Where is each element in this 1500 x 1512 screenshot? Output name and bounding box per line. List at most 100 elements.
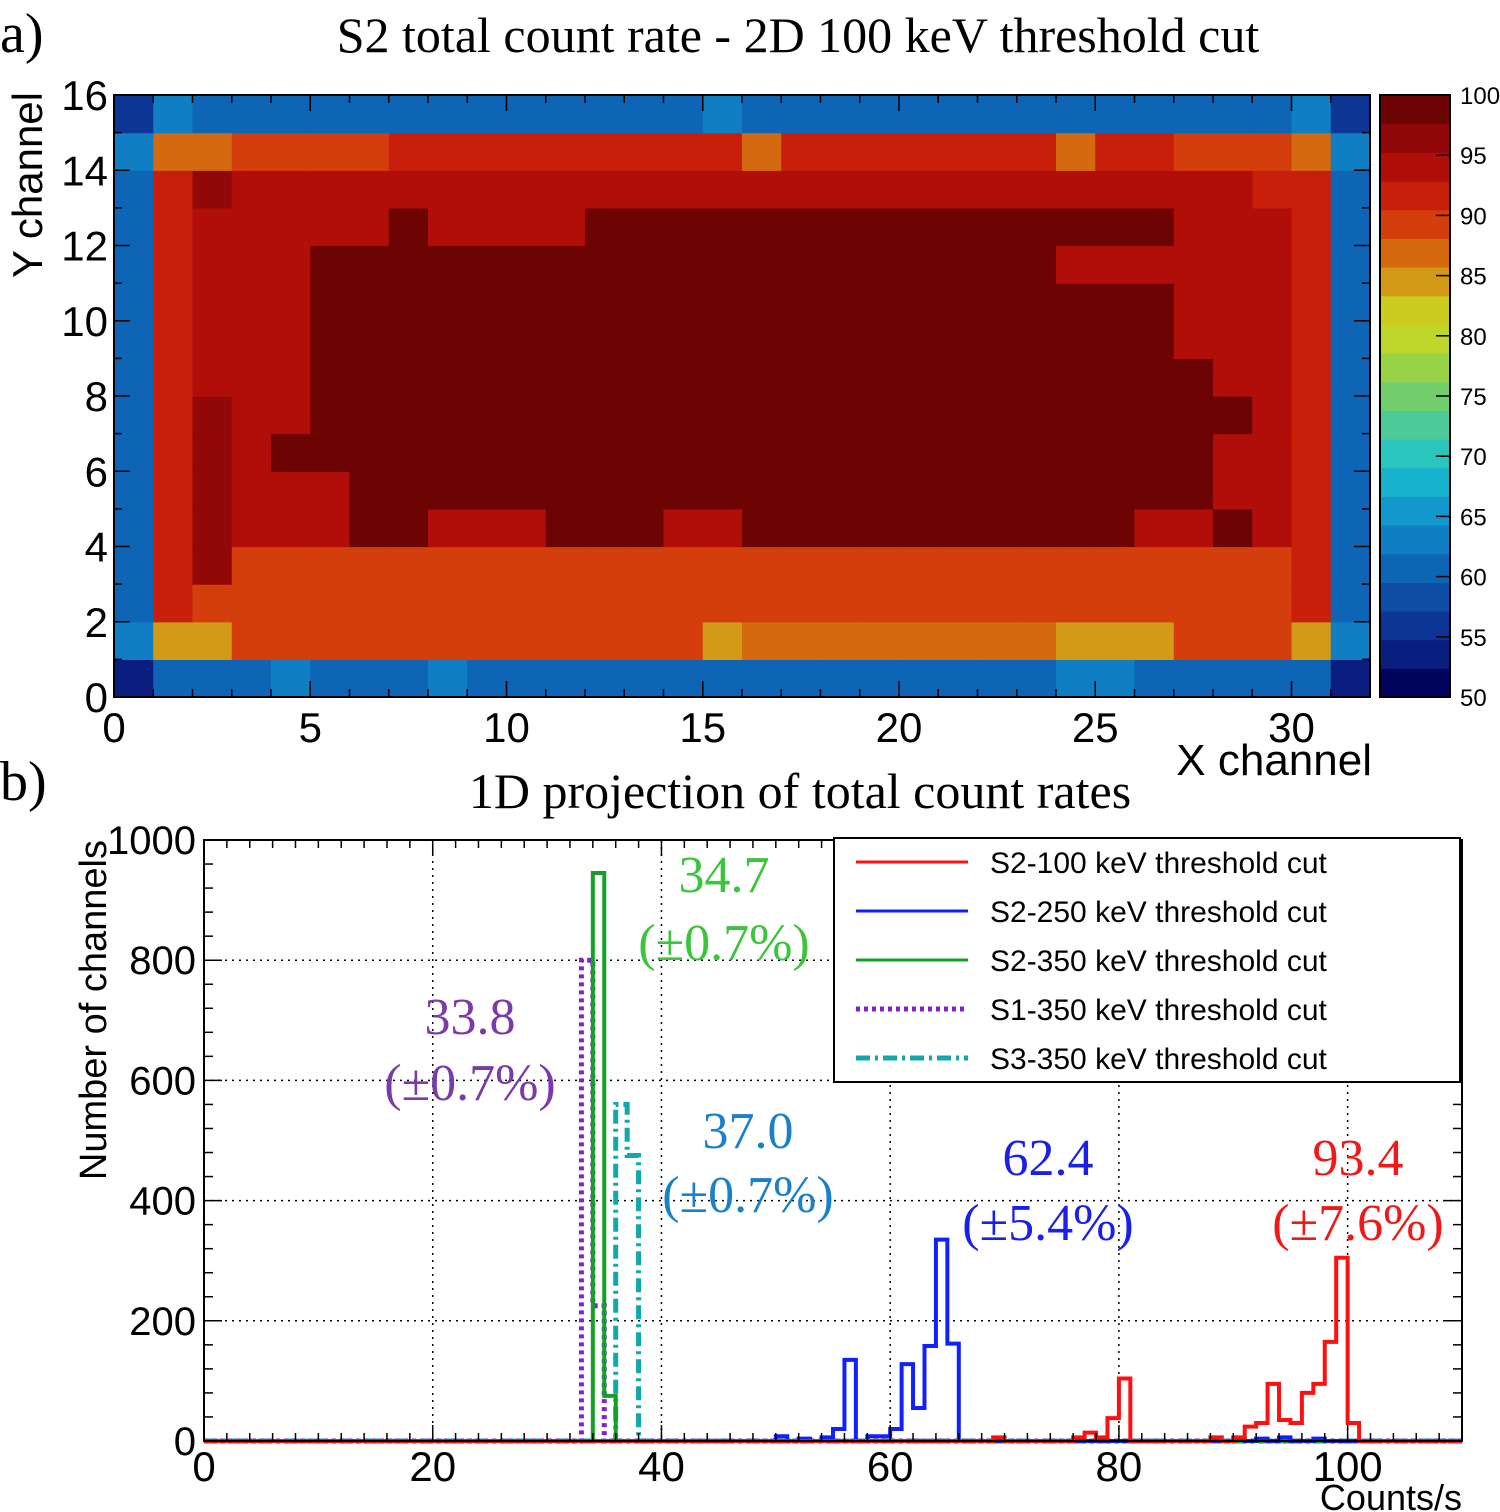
- heatmap-cell: [977, 283, 1018, 322]
- heatmap-cell: [1095, 207, 1136, 247]
- heatmap-cell: [1095, 396, 1136, 435]
- heatmap-cell: [271, 245, 311, 284]
- heatmap-cell: [388, 584, 429, 623]
- heatmap-cell: [506, 358, 547, 397]
- heatmap-cell: [1095, 358, 1136, 397]
- heatmap-cell: [1252, 621, 1293, 660]
- heatmap-cell: [1173, 245, 1214, 284]
- colorbar-segment: [1380, 353, 1450, 383]
- heatmap-cell: [663, 132, 704, 171]
- heatmap-cell: [506, 207, 547, 247]
- annotation-error: (±0.7%): [662, 1167, 834, 1224]
- heatmap-cell: [781, 546, 822, 585]
- heatmap-cell: [820, 396, 861, 435]
- colorbar-tick-label: 75: [1460, 384, 1487, 411]
- heatmap-cell: [545, 546, 586, 585]
- heatmap-y-tick-label: 2: [85, 599, 108, 646]
- heatmap-cell: [349, 508, 390, 548]
- heatmap-cell: [899, 433, 939, 472]
- heatmap-cell: [1252, 471, 1293, 510]
- heatmap-cell: [545, 207, 586, 247]
- heatmap-cell: [231, 170, 272, 209]
- heatmap-cell: [1252, 584, 1293, 623]
- colorbar-segment: [1380, 152, 1450, 182]
- heatmap-cell: [1213, 433, 1253, 472]
- heatmap-cell: [1095, 584, 1136, 623]
- heatmap-cell: [1291, 170, 1332, 209]
- heatmap-cell: [1252, 95, 1293, 134]
- heatmap-cell: [1134, 283, 1175, 322]
- heatmap-cell: [938, 508, 979, 548]
- heatmap-cell: [820, 471, 861, 510]
- heatmap-cell: [349, 433, 390, 472]
- heatmap-cell: [1016, 621, 1057, 660]
- colorbar-tick-label: 95: [1460, 143, 1487, 170]
- heatmap-cell: [310, 132, 351, 171]
- heatmap-cell: [467, 471, 508, 510]
- heatmap-cell: [1213, 358, 1253, 397]
- heatmap-cell: [1095, 320, 1136, 359]
- heatmap-cell: [114, 584, 154, 623]
- heatmap-cell: [388, 320, 429, 359]
- heatmap-cell: [310, 283, 351, 322]
- heatmap-cell: [663, 245, 704, 284]
- heatmap-cell: [153, 659, 194, 698]
- heatmap-x-tick-label: 5: [299, 704, 322, 751]
- heatmap-y-tick-label: 14: [61, 147, 108, 194]
- histogram-y-tick-label: 600: [129, 1059, 196, 1103]
- heatmap-cell: [114, 433, 154, 472]
- heatmap-cell: [506, 621, 547, 660]
- colorbar-segment: [1380, 181, 1450, 211]
- heatmap-cell: [349, 396, 390, 435]
- heatmap-cell: [585, 433, 625, 472]
- heatmap-cell: [899, 546, 939, 585]
- heatmap-cell: [702, 132, 743, 171]
- heatmap-cell: [1095, 95, 1136, 134]
- heatmap-cell: [1095, 283, 1136, 322]
- heatmap-cell: [506, 320, 547, 359]
- colorbar-tick-label: 80: [1460, 324, 1487, 351]
- heatmap-cell: [1173, 471, 1214, 510]
- heatmap-cell: [310, 471, 351, 510]
- heatmap-cell: [467, 546, 508, 585]
- heatmap-cell: [585, 396, 625, 435]
- heatmap-cell: [467, 621, 508, 660]
- heatmap-cell: [859, 207, 900, 247]
- heatmap-cell: [585, 621, 625, 660]
- heatmap-cell: [899, 471, 939, 510]
- legend-label: S2-250 keV threshold cut: [990, 896, 1328, 929]
- heatmap-cell: [899, 621, 939, 660]
- heatmap-cell: [742, 358, 782, 397]
- heatmap-cell: [1056, 659, 1096, 698]
- heatmap-cell: [428, 546, 468, 585]
- heatmap-cell: [388, 358, 429, 397]
- heatmap-cell: [349, 584, 390, 623]
- histogram-x-tick-label: 80: [1096, 1443, 1143, 1490]
- heatmap-cell: [899, 508, 939, 548]
- heatmap-cell: [820, 584, 861, 623]
- heatmap-cell: [781, 358, 822, 397]
- heatmap-cell: [624, 170, 665, 209]
- heatmap-cell: [1291, 358, 1332, 397]
- heatmap-cell: [192, 659, 233, 698]
- heatmap-cell: [899, 170, 939, 209]
- heatmap-cell: [545, 659, 586, 698]
- heatmap-cell: [349, 320, 390, 359]
- heatmap-cell: [1016, 207, 1057, 247]
- heatmap-cell: [1134, 546, 1175, 585]
- heatmap-cell: [702, 320, 743, 359]
- heatmap-cell: [271, 95, 311, 134]
- heatmap-cell: [349, 358, 390, 397]
- colorbar-segment: [1380, 295, 1450, 325]
- colorbar-segment: [1380, 324, 1450, 354]
- heatmap-cell: [1291, 283, 1332, 322]
- heatmap-cell: [1213, 659, 1253, 698]
- heatmap-cell: [428, 170, 468, 209]
- heatmap-y-tick-label: 16: [61, 72, 108, 119]
- heatmap-cell: [545, 396, 586, 435]
- heatmap-cell: [388, 471, 429, 510]
- heatmap-cell: [1291, 95, 1332, 134]
- heatmap-cell: [859, 358, 900, 397]
- heatmap-cell: [859, 132, 900, 171]
